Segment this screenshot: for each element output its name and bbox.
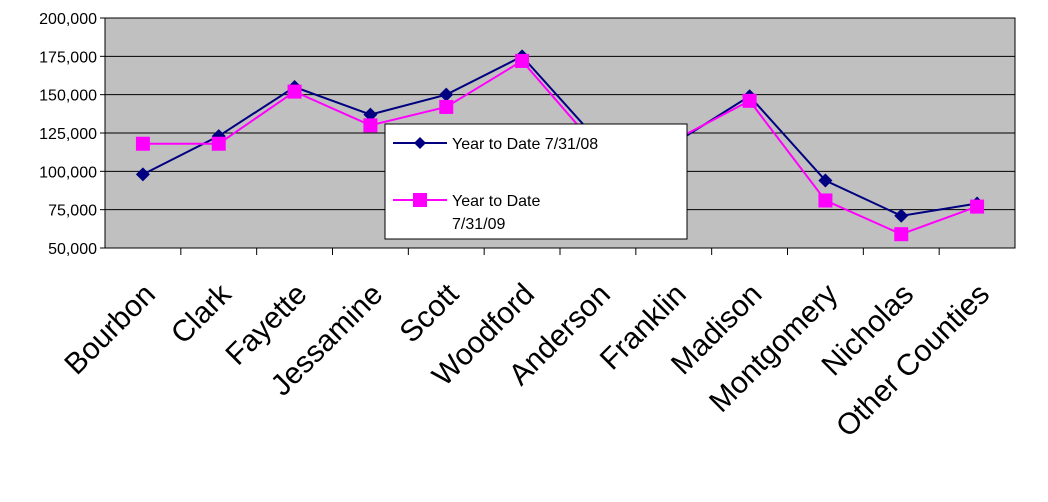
data-point bbox=[287, 84, 302, 99]
y-tick-label: 75,000 bbox=[48, 203, 97, 220]
data-point bbox=[439, 99, 454, 114]
legend-label-2009-line2: 7/31/09 bbox=[452, 216, 505, 233]
data-point bbox=[818, 193, 833, 208]
y-tick-label: 50,000 bbox=[48, 241, 97, 258]
data-point bbox=[439, 87, 454, 102]
legend: Year to Date 7/31/08 Year to Date 7/31/0… bbox=[384, 123, 688, 240]
legend-marker-diamond bbox=[414, 137, 426, 149]
y-tick-label: 125,000 bbox=[39, 126, 97, 143]
x-category-label: Scott bbox=[394, 277, 466, 349]
data-point bbox=[135, 136, 150, 151]
y-tick-label: 150,000 bbox=[39, 88, 97, 105]
data-point bbox=[818, 173, 833, 188]
series-line bbox=[142, 59, 978, 236]
data-point bbox=[211, 136, 226, 151]
data-point bbox=[970, 199, 985, 214]
data-point bbox=[135, 167, 150, 182]
legend-label-2009-line1: Year to Date bbox=[452, 193, 540, 210]
x-category-label: Bourbon bbox=[58, 278, 162, 382]
series-line bbox=[142, 55, 978, 217]
y-tick-label: 200,000 bbox=[39, 11, 97, 28]
data-point bbox=[894, 208, 909, 223]
y-tick-label: 100,000 bbox=[39, 164, 97, 181]
data-point bbox=[363, 107, 378, 122]
data-point bbox=[742, 93, 757, 108]
data-point bbox=[363, 118, 378, 133]
data-point bbox=[894, 227, 909, 242]
y-axis: 50,000 75,000 100,000 125,000 150,000 175,000… bbox=[39, 11, 105, 258]
y-tick-label: 175,000 bbox=[39, 49, 97, 66]
legend-label-2008: Year to Date 7/31/08 bbox=[452, 136, 598, 153]
legend-marker-square bbox=[413, 193, 427, 207]
data-point bbox=[515, 53, 530, 68]
